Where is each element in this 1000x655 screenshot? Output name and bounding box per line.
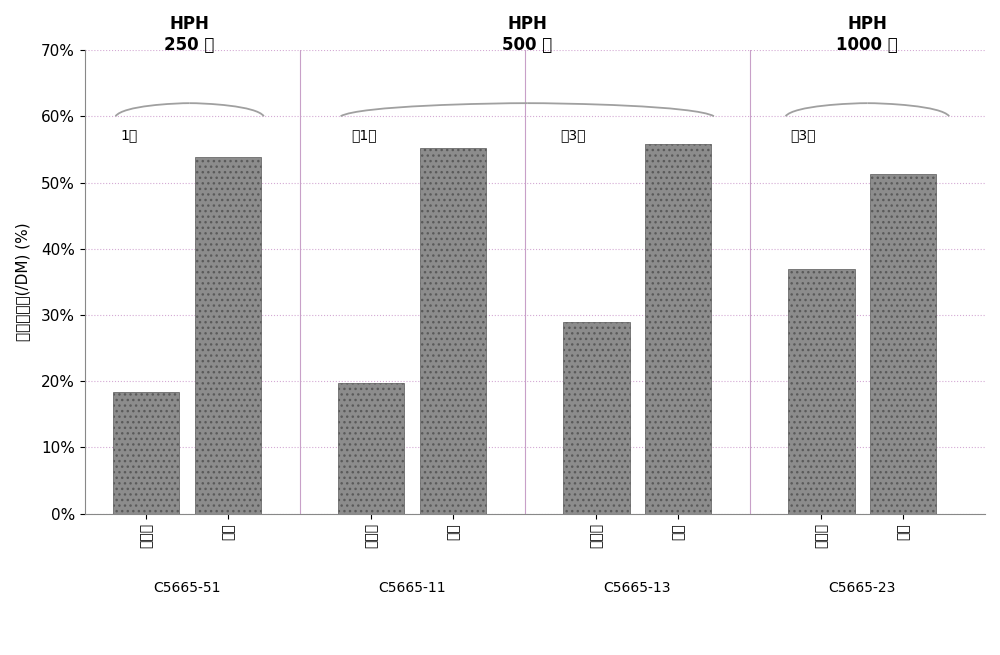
Text: C5665-11: C5665-11 [378, 581, 446, 595]
Bar [113, 392, 179, 514]
Text: HPH
250 巴: HPH 250 巴 [164, 14, 215, 54]
Bar [563, 322, 630, 514]
Y-axis label: 蛋白质含量(/DM) (%): 蛋白质含量(/DM) (%) [15, 223, 30, 341]
Bar [338, 383, 404, 514]
Bar [788, 269, 855, 514]
Text: 共3遍: 共3遍 [791, 128, 816, 142]
Text: HPH
1000 巴: HPH 1000 巴 [836, 14, 898, 54]
Bar [870, 174, 936, 514]
Text: C5665-13: C5665-13 [603, 581, 671, 595]
Bar [645, 144, 711, 514]
Text: 1遍: 1遍 [121, 128, 138, 142]
Text: 共3遍: 共3遍 [560, 128, 586, 142]
Text: C5665-51: C5665-51 [153, 581, 221, 595]
Bar [195, 157, 261, 514]
Text: C5665-23: C5665-23 [829, 581, 896, 595]
Text: 共1遍: 共1遍 [351, 128, 376, 142]
Text: HPH
500 巴: HPH 500 巴 [502, 14, 552, 54]
Bar [420, 147, 486, 514]
